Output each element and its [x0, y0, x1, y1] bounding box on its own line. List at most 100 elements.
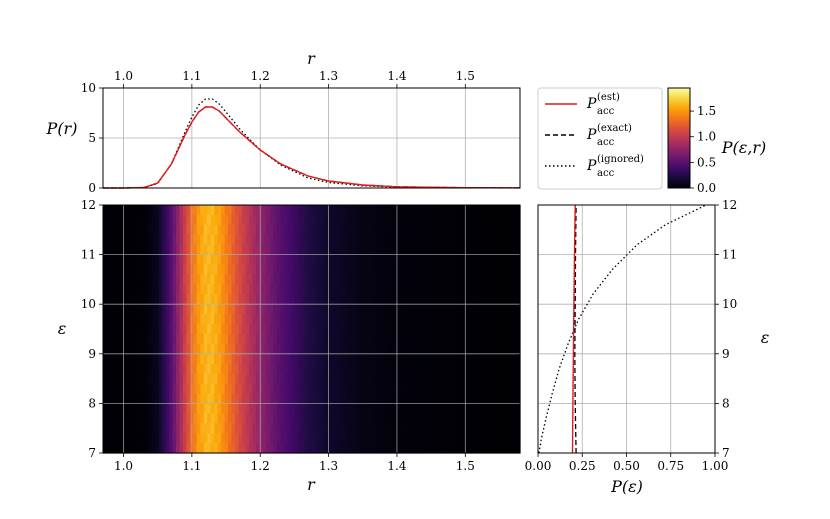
- heatmap-cell: [141, 413, 146, 424]
- heatmap-cell: [196, 254, 201, 266]
- heatmap-cell: [172, 353, 177, 365]
- heatmap-cell: [370, 363, 375, 375]
- heatmap-cell: [304, 403, 309, 414]
- heatmap-cell: [116, 304, 121, 315]
- heatmap-cell: [224, 353, 229, 365]
- heatmap-cell: [356, 254, 361, 266]
- heatmap-cell: [273, 413, 278, 424]
- heatmap-cell: [252, 373, 257, 385]
- heatmap-cell: [405, 383, 410, 395]
- heatmap-cell: [130, 333, 135, 345]
- heatmap-cell: [106, 343, 111, 355]
- heatmap-cell: [467, 383, 472, 395]
- heatmap-cell: [290, 214, 295, 226]
- heatmap-cell: [398, 304, 403, 315]
- heatmap-cell: [207, 244, 212, 256]
- heatmap-cell: [488, 393, 493, 404]
- heatmap-cell: [460, 393, 466, 404]
- heatmap-cell: [509, 393, 514, 404]
- heatmap-cell: [287, 284, 292, 295]
- heatmap-cell: [269, 294, 274, 305]
- heatmap-cell: [460, 274, 466, 285]
- heatmap-cell: [148, 433, 153, 444]
- heatmap-cell: [144, 443, 149, 454]
- heatmap-cell: [457, 214, 462, 226]
- heatmap-cell: [214, 254, 219, 266]
- heatmap-cell: [169, 324, 174, 335]
- heatmap-cell: [464, 373, 469, 385]
- heatmap-cell: [499, 304, 504, 315]
- heatmap-cell: [169, 343, 174, 355]
- heatmap-cell: [506, 224, 511, 236]
- heatmap-cell: [231, 294, 236, 305]
- heatmap-cell: [269, 393, 274, 404]
- heatmap-cell: [273, 443, 278, 454]
- heatmap-cell: [179, 214, 184, 226]
- heatmap-cell: [485, 324, 490, 335]
- heatmap-cell: [321, 363, 327, 375]
- heatmap-cell: [353, 403, 358, 414]
- heatmap-cell: [328, 413, 333, 424]
- heatmap-cell: [169, 205, 174, 216]
- heatmap-cell: [440, 284, 445, 295]
- heatmap-cell: [499, 423, 504, 434]
- heatmap-cell: [492, 244, 497, 256]
- heatmap-cell: [214, 443, 219, 454]
- heatmap-cell: [318, 383, 323, 395]
- heatmap-cell: [415, 274, 420, 285]
- heatmap-cell: [200, 383, 205, 395]
- heatmap-cell: [162, 383, 167, 395]
- heatmap-cell: [200, 284, 205, 295]
- heatmap-cell: [248, 214, 254, 226]
- heatmap-cell: [426, 413, 431, 424]
- heatmap-cell: [415, 254, 420, 266]
- heatmap-cell: [422, 324, 427, 335]
- heatmap-cell: [440, 403, 445, 414]
- heatmap-cell: [467, 254, 472, 266]
- heatmap-cell: [179, 264, 184, 276]
- heatmap-cell: [214, 393, 219, 404]
- heatmap-cell: [106, 284, 111, 295]
- top-lines: [103, 98, 521, 189]
- heatmap-cell: [412, 284, 417, 295]
- heatmap-cell: [377, 284, 382, 295]
- heatmap-cell: [130, 314, 135, 325]
- heatmap-cell: [308, 314, 313, 325]
- heatmap-cell: [144, 393, 149, 404]
- heatmap-cell: [415, 244, 420, 256]
- heatmap-cell: [502, 314, 507, 325]
- heatmap-cell: [391, 314, 396, 325]
- heatmap-cell: [513, 224, 518, 236]
- heatmap-cell: [252, 264, 257, 276]
- heatmap-cell: [262, 214, 267, 226]
- heatmap-cell: [228, 324, 233, 335]
- heatmap-cell: [516, 264, 521, 276]
- heatmap-cell: [391, 423, 396, 434]
- heatmap-cell: [242, 234, 247, 246]
- heatmap-cell: [245, 205, 250, 216]
- heatmap-cell: [440, 234, 445, 246]
- heatmap-cell: [273, 274, 278, 285]
- heatmap-cell: [478, 304, 483, 315]
- heatmap-cell: [224, 274, 229, 285]
- heatmap-cell: [381, 363, 386, 375]
- heatmap-cell: [228, 423, 233, 434]
- heatmap-cell: [314, 353, 320, 365]
- heatmap-cell: [381, 314, 386, 325]
- heatmap-cell: [179, 324, 184, 335]
- heatmap-cell: [457, 343, 462, 355]
- heatmap-cell: [391, 373, 396, 385]
- heatmap-cell: [269, 264, 274, 276]
- heatmap-cell: [207, 383, 212, 395]
- heatmap-cell: [158, 264, 163, 276]
- heatmap-cell: [506, 314, 511, 325]
- heatmap-cell: [207, 264, 212, 276]
- heatmap-cell: [311, 234, 316, 246]
- heatmap-cell: [109, 324, 115, 335]
- heatmap-cell: [106, 353, 111, 365]
- heatmap-cell: [339, 403, 344, 414]
- heatmap-cell: [155, 333, 160, 345]
- heatmap-cell: [120, 314, 125, 325]
- heatmap-cell: [509, 254, 514, 266]
- heatmap-cell: [464, 433, 469, 444]
